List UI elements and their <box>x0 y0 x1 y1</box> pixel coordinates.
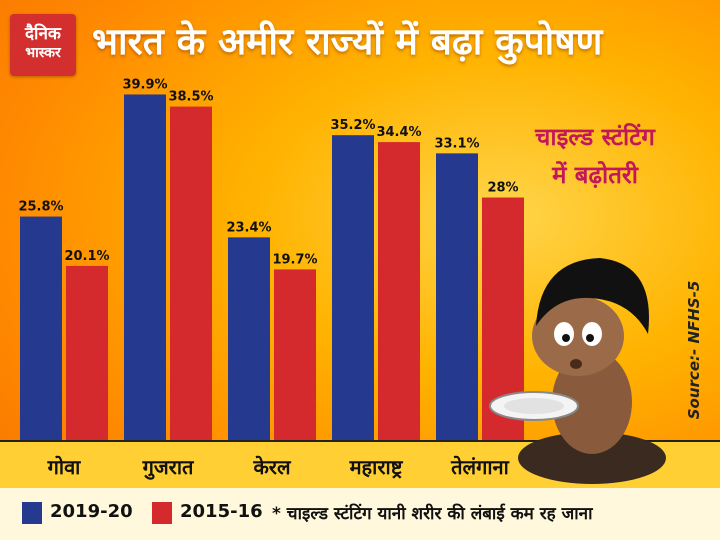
logo-line2: भास्कर <box>25 45 61 61</box>
legend-swatch-2015 <box>152 502 172 524</box>
callout-line1: चाइल्ड स्टंटिंग <box>535 123 655 151</box>
category-label-2: केरल <box>252 455 292 479</box>
callout-line2: में बढ़ोतरी <box>552 161 638 189</box>
value-label-2019-0: 25.8% <box>18 200 63 215</box>
bar-2015-0 <box>66 265 108 440</box>
bar-2019-3 <box>332 135 374 440</box>
bar-2019-4 <box>436 153 478 440</box>
value-label-2015-1: 38.5% <box>168 90 213 105</box>
value-label-2019-4: 33.1% <box>434 136 479 151</box>
legend-footer: 2019-20 2015-16 * चाइल्ड स्टंटिंग यानी श… <box>0 488 720 540</box>
legend-swatch-2019 <box>22 502 42 524</box>
value-label-2015-2: 19.7% <box>272 252 317 267</box>
bar-2019-1 <box>124 94 166 440</box>
value-label-2015-4: 28% <box>487 181 518 196</box>
malnourished-child-illustration <box>489 258 666 484</box>
bar-2015-1 <box>170 106 212 440</box>
value-label-2019-2: 23.4% <box>226 220 271 235</box>
callout-text: चाइल्ड स्टंटिंग में बढ़ोतरी <box>510 118 680 194</box>
dainik-bhaskar-logo: दैनिक भास्कर <box>10 14 76 76</box>
bar-2015-3 <box>378 142 420 440</box>
category-labels-group: गोवा गुजरात केरल महाराष्ट्र तेलंगाना <box>47 455 510 480</box>
legend-label-2015: 2015-16 <box>180 501 263 522</box>
stunting-definition-note: * चाइल्ड स्टंटिंग यानी शरीर की लंबाई कम … <box>272 504 593 524</box>
category-label-0: गोवा <box>47 455 82 479</box>
category-label-1: गुजरात <box>142 455 195 480</box>
source-label: Source:- NFHS-5 <box>685 280 703 420</box>
category-label-4: तेलंगाना <box>450 455 509 479</box>
legend-label-2019: 2019-20 <box>50 501 133 522</box>
value-labels-group: 25.8% 20.1% 39.9%38.5% 23.4% 19.7% 35.2% 34.4%… <box>18 77 518 267</box>
bars-group <box>20 94 524 440</box>
page-title: भारत के अमीर राज्यों में बढ़ा कुपोषण <box>92 20 603 63</box>
value-label-2015-0: 20.1% <box>64 249 109 264</box>
bar-2019-2 <box>228 237 270 440</box>
logo-line1: दैनिक <box>25 24 61 44</box>
value-label-2015-3: 34.4% <box>376 125 421 140</box>
bar-2015-2 <box>274 269 316 440</box>
bar-2019-0 <box>20 216 62 440</box>
bar-chart: 25.8% 20.1% 39.9%38.5% 23.4% 19.7% 35.2% 34.4%… <box>0 77 720 488</box>
value-label-2019-3: 35.2% <box>330 118 375 133</box>
category-label-3: महाराष्ट्र <box>349 455 404 479</box>
value-label-2019-1: 39.9% <box>122 77 167 92</box>
